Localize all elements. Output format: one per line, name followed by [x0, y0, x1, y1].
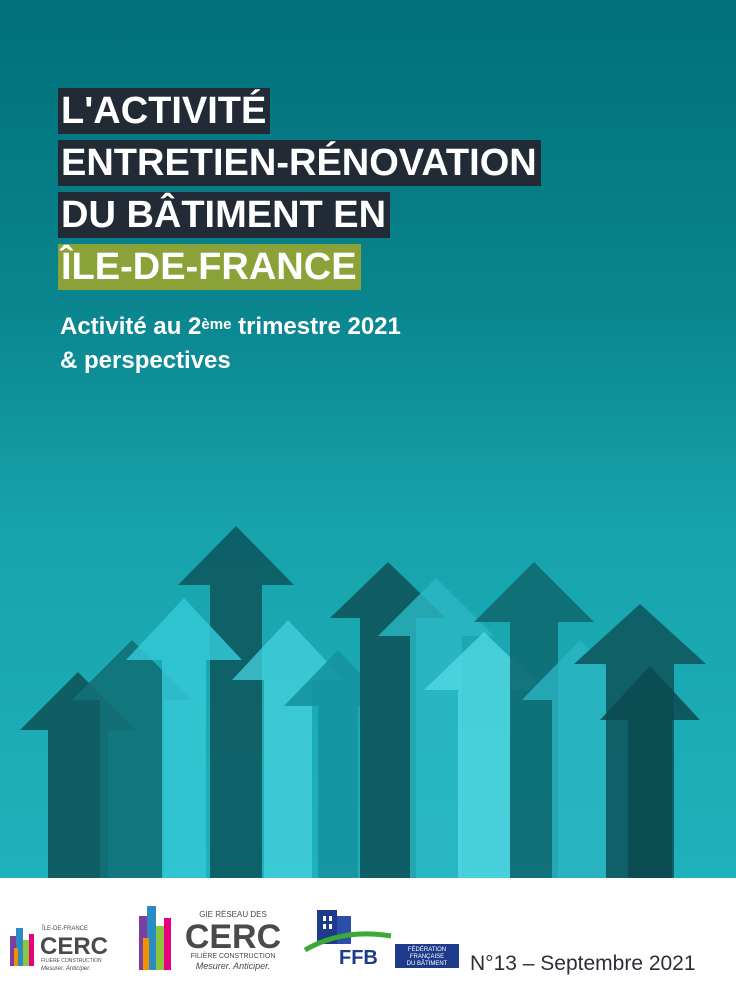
logo-top-text: GIE RÉSEAU DES: [199, 910, 267, 919]
cover-background: L'ACTIVITÉ ENTRETIEN-RÉNOVATION DU BÂTIM…: [0, 0, 736, 878]
title-line: L'ACTIVITÉ: [58, 88, 271, 134]
logo-tagline: Mesurer. Anticiper.: [41, 966, 91, 972]
title-line: DU BÂTIMENT EN: [58, 192, 391, 238]
logo-name: CERC: [185, 918, 281, 956]
report-title: L'ACTIVITÉ ENTRETIEN-RÉNOVATION DU BÂTIM…: [58, 88, 541, 296]
subtitle-text: Activité au 2: [60, 313, 202, 340]
logo-sub-text: FILIÈRE CONSTRUCTION: [41, 957, 102, 964]
arrow-shape: [600, 666, 700, 878]
subtitle-superscript: ème: [201, 316, 232, 333]
ffb-text-line: FÉDÉRATION: [408, 946, 446, 953]
logo-sub-text: FILIÈRE CONSTRUCTION: [191, 951, 276, 960]
cerc-ile-de-france-logo: ÎLE-DE-FRANCE CERC FILIÈRE CONSTRUCTION …: [10, 925, 108, 972]
issue-number: N°13 – Septembre 2021: [470, 952, 696, 975]
arrow-shape: [378, 578, 494, 878]
ffb-text-line: FRANÇAISE: [410, 954, 444, 960]
subtitle-text: trimestre 2021: [231, 313, 401, 340]
report-subtitle: Activité au 2ème trimestre 2021 & perspe…: [60, 310, 401, 378]
subtitle-line2: & perspectives: [60, 347, 231, 374]
footer: [0, 878, 736, 1000]
arrow-shape: [330, 562, 446, 878]
arrow-shape: [284, 650, 392, 878]
arrow-shape: [232, 620, 344, 878]
title-line-highlight: ÎLE-DE-FRANCE: [58, 244, 361, 290]
logo-name: CERC: [40, 933, 108, 960]
arrow-shape: [126, 598, 242, 878]
logo-name: FFB: [339, 947, 378, 968]
ffb-logo: FFB FÉDÉRATION FRANÇAISE DU BÂTIMENT: [303, 910, 459, 968]
arrow-shape: [474, 562, 594, 878]
rising-arrows-illustration: [20, 526, 706, 878]
title-line: ENTRETIEN-RÉNOVATION: [58, 140, 541, 186]
arrow-shape: [178, 526, 294, 878]
ffb-text-line: DU BÂTIMENT: [407, 960, 448, 967]
logo-tagline: Mesurer. Anticiper.: [196, 961, 271, 971]
arrow-shape: [424, 632, 544, 878]
cerc-network-logo: GIE RÉSEAU DES CERC FILIÈRE CONSTRUCTION…: [139, 906, 281, 971]
logo-top-text: ÎLE-DE-FRANCE: [41, 925, 88, 932]
